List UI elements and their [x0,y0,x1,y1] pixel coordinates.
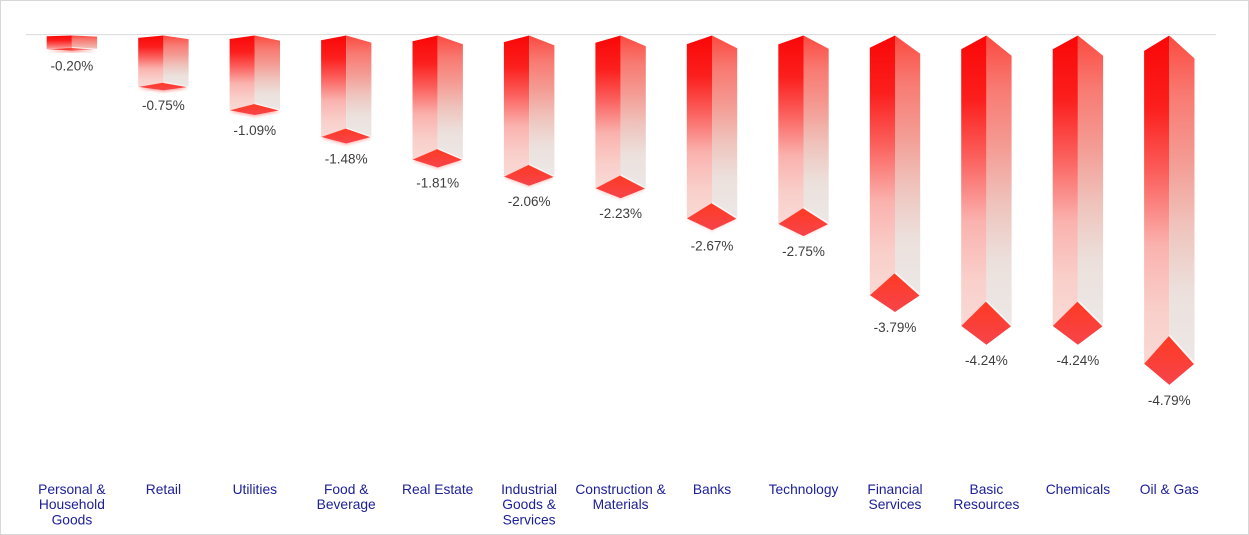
svg-text:Household: Household [39,497,105,512]
svg-text:-2.06%: -2.06% [508,194,551,209]
svg-text:Oil & Gas: Oil & Gas [1140,482,1199,497]
svg-text:Services: Services [869,497,922,512]
svg-text:-2.67%: -2.67% [691,238,734,253]
svg-text:Construction &: Construction & [575,482,666,497]
svg-text:Beverage: Beverage [317,497,376,512]
svg-text:Services: Services [503,513,556,528]
svg-text:Chemicals: Chemicals [1046,482,1111,497]
svg-text:-0.20%: -0.20% [51,59,94,74]
svg-text:-4.79%: -4.79% [1148,393,1191,408]
svg-text:Financial: Financial [867,482,922,497]
svg-text:Food &: Food & [324,482,368,497]
svg-text:Goods: Goods [52,513,93,528]
svg-text:-2.75%: -2.75% [782,244,825,259]
svg-text:-1.09%: -1.09% [233,123,276,138]
svg-text:-2.23%: -2.23% [599,206,642,221]
svg-text:Goods &: Goods & [502,497,556,512]
svg-text:-0.75%: -0.75% [142,98,185,113]
svg-text:-1.81%: -1.81% [416,176,459,191]
svg-text:Banks: Banks [693,482,731,497]
svg-text:Basic: Basic [970,482,1004,497]
svg-text:Resources: Resources [953,497,1019,512]
svg-text:Personal &: Personal & [38,482,106,497]
svg-text:-4.24%: -4.24% [965,353,1008,368]
svg-text:Retail: Retail [146,482,181,497]
svg-text:Utilities: Utilities [233,482,278,497]
svg-text:Materials: Materials [593,497,649,512]
svg-text:-1.48%: -1.48% [325,152,368,167]
svg-text:Technology: Technology [769,482,839,497]
svg-text:-4.24%: -4.24% [1057,353,1100,368]
svg-text:-3.79%: -3.79% [874,320,917,335]
svg-text:Real Estate: Real Estate [402,482,474,497]
svg-text:Industrial: Industrial [501,482,557,497]
